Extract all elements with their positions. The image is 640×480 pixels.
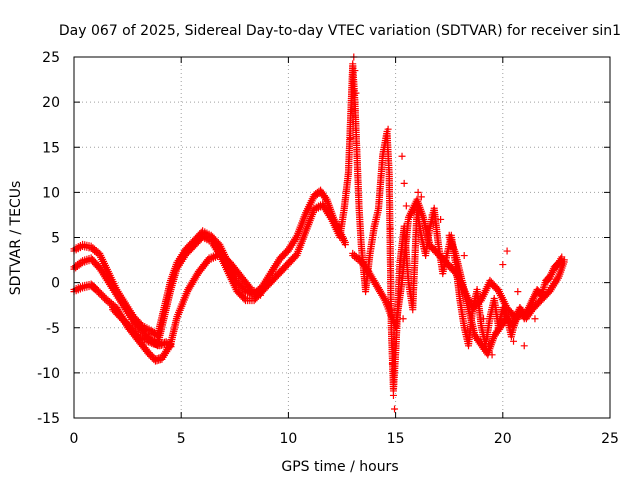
y-tick-label: 0 (51, 276, 60, 292)
data-point (167, 341, 175, 349)
x-tick-label: 25 (601, 431, 619, 447)
x-tick-label: 15 (387, 431, 405, 447)
data-point (399, 315, 407, 323)
data-point (133, 329, 141, 337)
y-tick-label: -5 (46, 321, 60, 337)
data-point (531, 315, 539, 323)
data-point (165, 340, 173, 348)
data-point (148, 352, 156, 360)
data-point (91, 284, 99, 292)
y-tick-label: 15 (42, 140, 60, 156)
series-track-d (109, 304, 175, 351)
data-point (400, 179, 408, 187)
series-track-e (336, 60, 566, 395)
data-point (99, 291, 107, 299)
data-point (520, 342, 528, 350)
data-point (257, 289, 265, 297)
data-point (240, 293, 248, 301)
data-point (150, 353, 158, 361)
data-point (341, 238, 349, 246)
y-tick-label: -10 (37, 366, 60, 382)
y-axis-label: SDTVAR / TECUs (8, 181, 24, 296)
x-axis-label: GPS time / hours (281, 459, 398, 475)
y-tick-label: 5 (51, 231, 60, 247)
y-tick-label: -15 (37, 411, 60, 427)
data-point (98, 290, 106, 298)
y-tick-label: 25 (42, 50, 60, 66)
x-tick-label: 20 (494, 431, 512, 447)
data-point (514, 288, 522, 296)
data-marks (70, 53, 568, 413)
data-point (96, 288, 104, 296)
data-point (503, 247, 511, 255)
data-point (101, 293, 109, 301)
y-tick-labels: -15 -10 -5 0 5 10 15 20 25 (37, 50, 60, 427)
x-tick-labels: 0 5 10 15 20 25 (70, 431, 619, 447)
data-point (95, 287, 103, 295)
data-point (93, 285, 101, 293)
data-point (144, 347, 152, 355)
data-point (398, 152, 406, 160)
data-point (391, 405, 399, 413)
data-point (499, 261, 507, 269)
x-tick-label: 0 (70, 431, 79, 447)
y-tick-label: 10 (42, 185, 60, 201)
data-point (147, 350, 155, 358)
x-tick-label: 10 (279, 431, 297, 447)
chart-title: Day 067 of 2025, Sidereal Day-to-day VTE… (59, 23, 621, 39)
x-tick-label: 5 (177, 431, 186, 447)
data-point (402, 202, 410, 210)
data-point (460, 252, 468, 260)
data-point (145, 349, 153, 357)
data-point (414, 188, 422, 196)
y-tick-label: 20 (42, 95, 60, 111)
